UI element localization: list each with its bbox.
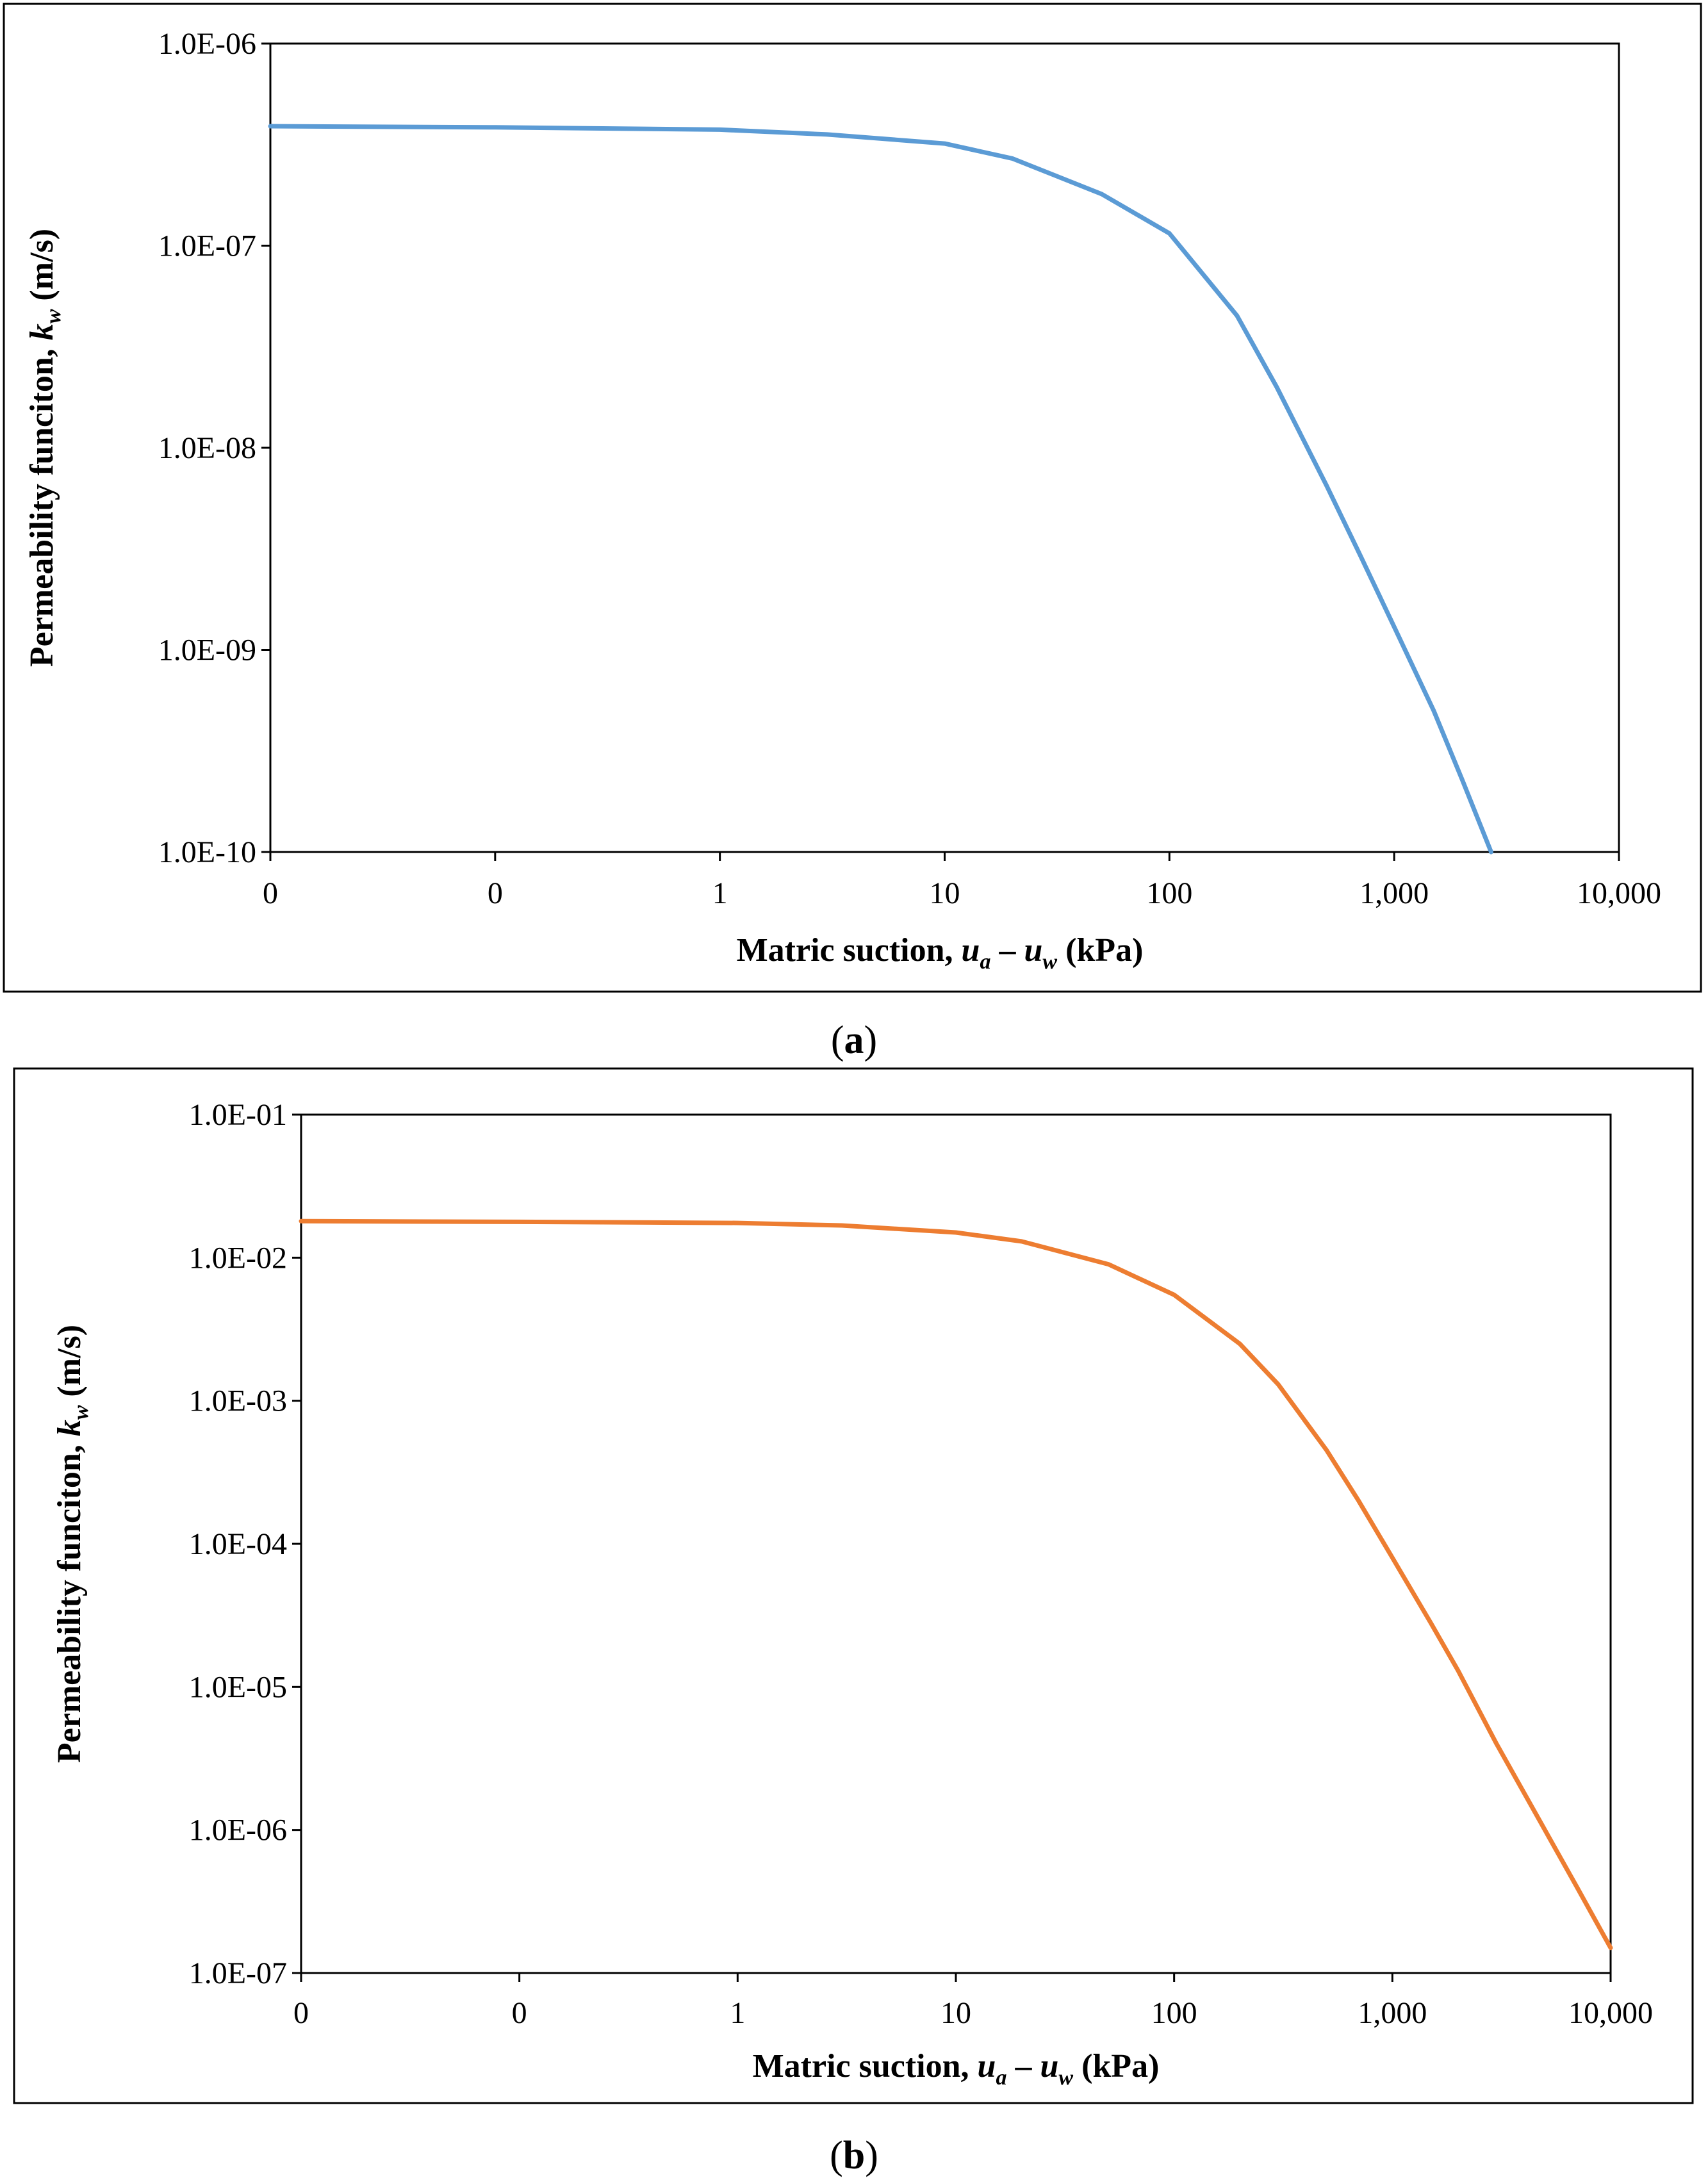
x-tick-label: 0 [263,876,278,910]
x-tick-label: 0 [512,1996,527,2030]
panel-caption: (b) [830,2134,878,2177]
y-tick-label: 1.0E-08 [158,431,256,465]
x-tick-label: 10,000 [1577,876,1661,910]
y-tick-label: 1.0E-09 [158,634,256,667]
y-axis-title: Permeability funciton, kw (m/s) [51,1325,93,1763]
plot-area [269,42,1620,853]
y-tick-label: 1.0E-03 [189,1384,287,1418]
y-tick-label: 1.0E-06 [158,27,256,61]
figure-frame [13,1067,1694,2104]
x-tick-label: 100 [1151,1996,1197,2030]
y-tick-label: 1.0E-06 [189,1814,287,1847]
chart-a: 0 0 1 10 100 1,000 10,000 1.0E-06 1.0E-07 1.0E-08… [3,3,1702,1062]
plot-area [300,1113,1612,1974]
y-tick-label: 1.0E-02 [189,1241,287,1275]
chart-b: 0 0 1 10 100 1,000 10,000 1.0E-01 1.0E-02 1.0E-03… [13,1067,1694,2177]
x-axis-title: Matric suction, ua – uw (kPa) [737,932,1144,974]
x-tick-label: 0 [488,876,503,910]
series-line [299,1218,1613,1951]
y-tick-label: 1.0E-04 [189,1527,287,1561]
x-tick-label: 10,000 [1568,1996,1653,2030]
series-line [268,124,1493,855]
y-tick-label: 1.0E-07 [189,1956,287,1990]
x-tick-label: 0 [293,1996,309,2030]
y-tick-label: 1.0E-05 [189,1670,287,1704]
y-axis-title: Permeability funciton, kw (m/s) [24,229,65,667]
x-tick-label: 1 [730,1996,745,2030]
x-tick-label: 10 [940,1996,971,2030]
x-tick-label: 1,000 [1359,876,1429,910]
y-tick-label: 1.0E-10 [158,835,256,869]
panel-caption: (a) [831,1019,877,1062]
figure-frame [3,3,1702,993]
x-axis-title: Matric suction, ua – uw (kPa) [753,2048,1160,2090]
y-tick-label: 1.0E-07 [158,229,256,263]
x-tick-label: 100 [1146,876,1192,910]
x-tick-label: 1,000 [1358,1996,1427,2030]
x-tick-label: 10 [930,876,960,910]
y-tick-label: 1.0E-01 [189,1098,287,1132]
x-tick-label: 1 [712,876,728,910]
